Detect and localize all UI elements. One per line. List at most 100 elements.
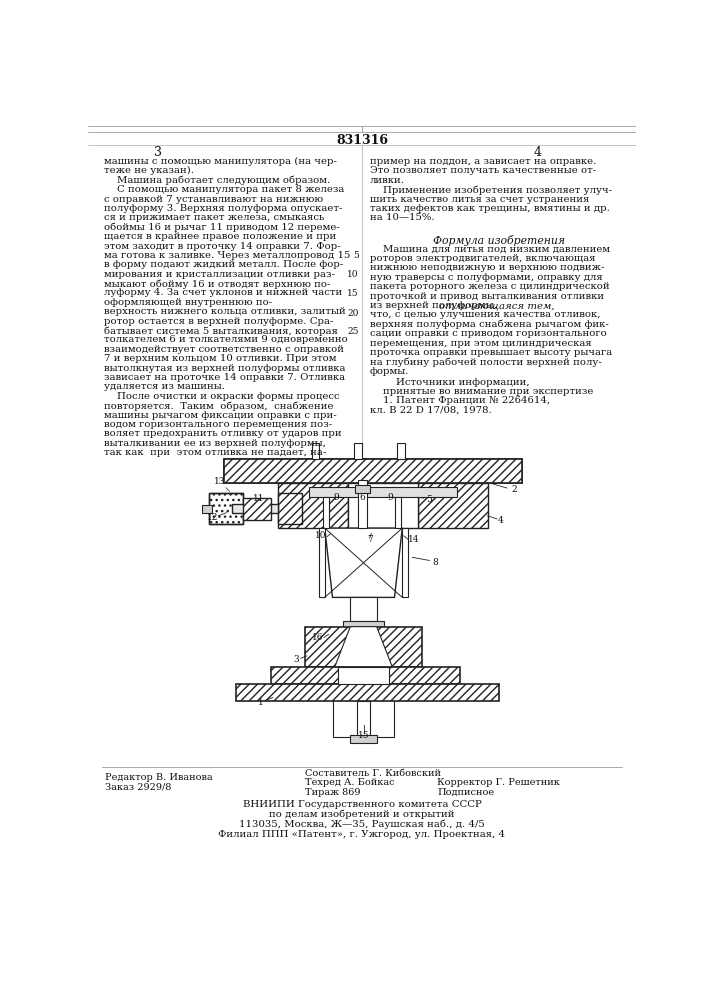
Text: удаляется из машины.: удаляется из машины. [104, 382, 225, 391]
Text: Тираж 869: Тираж 869 [305, 788, 361, 797]
Text: 7 и верхним кольцом 10 отливки. При этом: 7 и верхним кольцом 10 отливки. При этом [104, 354, 337, 363]
Bar [348, 483, 418, 528]
Text: 14: 14 [408, 535, 420, 544]
Text: 2: 2 [512, 485, 518, 494]
Bar [397, 443, 404, 459]
Bar [355, 485, 370, 493]
Text: перемещения, при этом цилиндрическая: перемещения, при этом цилиндрическая [370, 339, 591, 348]
Text: теже не указан).: теже не указан). [104, 166, 194, 175]
Text: Источники информации,: Источники информации, [370, 378, 530, 387]
Bar [333, 627, 394, 737]
Text: 16: 16 [312, 633, 324, 642]
Bar [357, 701, 370, 739]
Text: ВНИИПИ Государственного комитета СССР: ВНИИПИ Государственного комитета СССР [243, 800, 481, 809]
Text: 3: 3 [293, 654, 299, 664]
Text: принятые во внимание при экспертизе: принятые во внимание при экспертизе [370, 387, 593, 396]
Text: Машина для литья под низким давлением: Машина для литья под низким давлением [370, 245, 610, 254]
Text: ную траверсы с полуформами, оправку для: ную траверсы с полуформами, оправку для [370, 273, 602, 282]
Text: повторяется.  Таким  образом,  снабжение: повторяется. Таким образом, снабжение [104, 401, 334, 411]
Text: полуформу 3. Верхняя полуформа опускает-: полуформу 3. Верхняя полуформа опускает- [104, 204, 342, 213]
Bar [338, 667, 389, 684]
Text: пакета роторного железа с цилиндрической: пакета роторного железа с цилиндрической [370, 282, 609, 291]
Text: 5: 5 [353, 251, 359, 260]
Bar [202, 505, 211, 513]
Bar [312, 443, 320, 459]
Text: После очистки и окраски формы процесс: После очистки и окраски формы процесс [104, 392, 339, 401]
Text: 5: 5 [426, 495, 432, 504]
Text: 15: 15 [358, 732, 369, 740]
Bar [402, 528, 409, 597]
Text: 4: 4 [534, 146, 542, 159]
Bar [351, 597, 377, 620]
Bar [271, 667, 460, 684]
Text: из верхней полуформы,: из верхней полуформы, [370, 301, 500, 310]
Text: 9: 9 [334, 493, 339, 502]
Text: Подписное: Подписное [437, 788, 494, 797]
Text: Техред А. Бойкас: Техред А. Бойкас [305, 778, 395, 787]
Text: батывает система 5 выталкивания, которая: батывает система 5 выталкивания, которая [104, 326, 338, 336]
Text: мирования и кристаллизации отливки раз-: мирования и кристаллизации отливки раз- [104, 270, 334, 279]
Text: Машина работает следующим образом.: Машина работает следующим образом. [104, 176, 330, 185]
Text: ротор остается в верхней полуформе. Сра-: ротор остается в верхней полуформе. Сра- [104, 317, 333, 326]
Text: 6: 6 [359, 493, 365, 502]
Bar [209, 493, 243, 524]
Text: так как  при  этом отливка не падает, на-: так как при этом отливка не падает, на- [104, 448, 326, 457]
Text: Составитель Г. Кибовский: Составитель Г. Кибовский [305, 769, 441, 778]
Text: Применение изобретения позволяет улуч-: Применение изобретения позволяет улуч- [370, 185, 612, 195]
Text: 10: 10 [315, 531, 327, 540]
Text: воляет предохранить отливку от ударов при: воляет предохранить отливку от ударов пр… [104, 429, 341, 438]
Text: по делам изобретений и открытий: по делам изобретений и открытий [269, 810, 455, 819]
Text: 25: 25 [347, 327, 359, 336]
Text: выталкивании ее из верхней полуформы,: выталкивании ее из верхней полуформы, [104, 439, 326, 448]
Bar [309, 487, 457, 497]
Text: водом горизонтального перемещения поз-: водом горизонтального перемещения поз- [104, 420, 332, 429]
Polygon shape [335, 627, 392, 667]
Bar [305, 627, 421, 667]
Text: на 10—15%.: на 10—15%. [370, 213, 434, 222]
Text: 12: 12 [206, 513, 218, 522]
Text: С помощью манипулятора пакет 8 железа: С помощью манипулятора пакет 8 железа [104, 185, 344, 194]
Text: мыкают обойму 16 и отводят верхнюю по-: мыкают обойму 16 и отводят верхнюю по- [104, 279, 330, 289]
Bar [319, 528, 325, 597]
Text: 11: 11 [253, 494, 264, 503]
Text: верхняя полуформа снабжена рычагом фик-: верхняя полуформа снабжена рычагом фик- [370, 320, 609, 329]
Text: 831316: 831316 [336, 134, 388, 147]
Bar [279, 483, 348, 528]
Bar [358, 480, 368, 528]
Text: 10: 10 [347, 270, 359, 279]
Bar [224, 459, 522, 483]
Text: вытолкнутая из верхней полуформы отливка: вытолкнутая из верхней полуформы отливка [104, 364, 346, 373]
Text: толкателем 6 и толкателями 9 одновременно: толкателем 6 и толкателями 9 одновременн… [104, 335, 348, 344]
Text: взаимодействует соответственно с оправкой: взаимодействует соответственно с оправко… [104, 345, 344, 354]
Polygon shape [224, 459, 522, 483]
Text: проточка оправки превышает высоту рычага: проточка оправки превышает высоту рычага [370, 348, 612, 357]
Bar [232, 504, 279, 513]
Text: 1. Патент Франции № 2264614,: 1. Патент Франции № 2264614, [370, 396, 550, 405]
Text: 1: 1 [257, 698, 263, 707]
Bar [418, 483, 488, 528]
Text: формы.: формы. [370, 367, 409, 376]
Text: нижнюю неподвижную и верхнюю подвиж-: нижнюю неподвижную и верхнюю подвиж- [370, 263, 604, 272]
Text: ма готова к заливке. Через металлопровод 15: ма готова к заливке. Через металлопровод… [104, 251, 350, 260]
Text: пример на поддон, а зависает на оправке.: пример на поддон, а зависает на оправке. [370, 157, 596, 166]
Text: 9: 9 [387, 493, 394, 502]
Text: на глубину рабочей полости верхней полу-: на глубину рабочей полости верхней полу- [370, 357, 602, 367]
Text: роторов электродвигателей, включающая: роторов электродвигателей, включающая [370, 254, 595, 263]
Text: 4: 4 [498, 516, 503, 525]
Text: 3: 3 [154, 146, 162, 159]
Text: зависает на проточке 14 оправки 7. Отливка: зависает на проточке 14 оправки 7. Отлив… [104, 373, 345, 382]
Text: Филиал ППП «Патент», г. Ужгород, ул. Проектная, 4: Филиал ППП «Патент», г. Ужгород, ул. Про… [218, 830, 506, 839]
Bar [209, 493, 243, 524]
Bar [323, 497, 329, 528]
Text: Заказ 2929/8: Заказ 2929/8 [105, 782, 172, 791]
Text: 15: 15 [347, 289, 359, 298]
Text: Формула изобретения: Формула изобретения [433, 235, 565, 246]
Text: 13: 13 [214, 477, 226, 486]
Bar [359, 497, 365, 528]
Bar [343, 620, 385, 627]
Text: Корректор Г. Решетник: Корректор Г. Решетник [437, 778, 560, 787]
Text: Это позволяет получать качественные от-: Это позволяет получать качественные от- [370, 166, 596, 175]
Text: кл. В 22 D 17/08, 1978.: кл. В 22 D 17/08, 1978. [370, 406, 491, 415]
Text: таких дефектов как трещины, вмятины и др.: таких дефектов как трещины, вмятины и др… [370, 204, 609, 213]
Text: что, с целью улучшения качества отливок,: что, с целью улучшения качества отливок, [370, 310, 600, 319]
